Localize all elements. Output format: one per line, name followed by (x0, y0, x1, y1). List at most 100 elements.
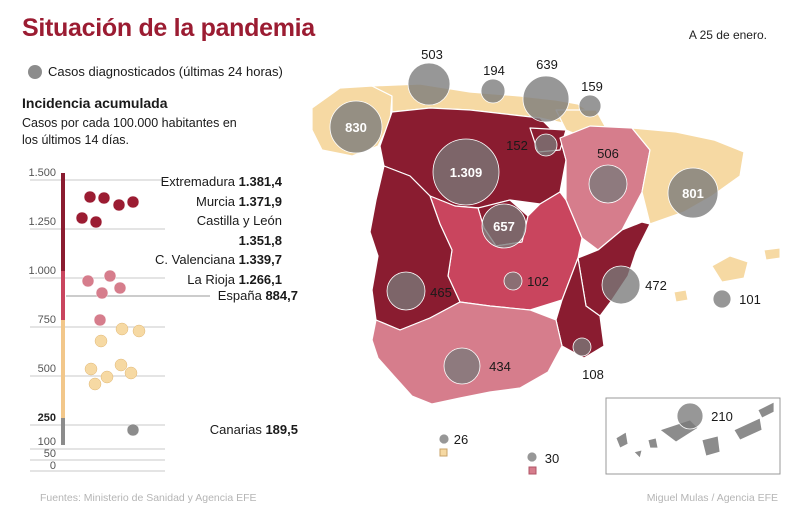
top-region-row: C. Valenciana 1.339,7 (155, 252, 282, 267)
tick-1500: 1.500 (28, 167, 56, 179)
dot-region-07 (81, 274, 95, 288)
tick-50: 50 (44, 448, 56, 460)
tick-500: 500 (38, 363, 56, 375)
bubble-label: 830 (345, 120, 367, 135)
dot-region-11 (93, 313, 107, 327)
bubble-castilla-leon (432, 138, 500, 206)
bubble-label: 801 (682, 186, 704, 201)
top-regions-list: Extremadura 1.381,4 Murcia 1.371,9 Casti… (150, 172, 282, 289)
bubble-madrid (481, 203, 527, 249)
bubble-label: 472 (645, 278, 667, 293)
dot-region-12 (94, 334, 108, 348)
spain-label: España 884,7 (217, 288, 298, 303)
bubble-label: 657 (493, 219, 515, 234)
tick-1250: 1.250 (28, 216, 56, 228)
top-region-row: Murcia 1.371,9 (195, 193, 282, 209)
incidence-subtitle: Casos por cada 100.000 habitantes en los… (22, 116, 237, 147)
scale-mid (61, 271, 65, 320)
island-la-gomera (647, 437, 659, 449)
top-region-row: La Rioja 1.266,1 (187, 271, 282, 287)
bubble-melilla (526, 451, 538, 463)
bubble-label: 506 (597, 146, 619, 161)
dot-la-rioja (75, 211, 89, 225)
tick-100: 100 (38, 436, 56, 448)
bubble-label: 503 (421, 47, 443, 62)
bubble-ceuta (438, 433, 450, 445)
bubble-legend-label: Casos diagnosticados (últimas 24 horas) (48, 64, 283, 79)
top-region-row: Extremadura 1.381,4 (160, 174, 282, 189)
bubble-pais-vasco (522, 75, 570, 123)
bubble-aragon (588, 164, 628, 204)
bubble-murcia (572, 337, 592, 357)
page-title: Situación de la pandemia (22, 14, 315, 42)
dot-region-13 (115, 322, 129, 336)
dot-region-17 (114, 358, 128, 372)
island-ibiza (673, 289, 689, 303)
canarias-label: Canarias 189,5 (209, 422, 298, 437)
dot-murcia (97, 191, 111, 205)
bubble-cataluna (667, 167, 719, 219)
bubble-baleares (712, 289, 732, 309)
scale-pale (61, 320, 65, 418)
bubble-label: 152 (506, 138, 528, 153)
dot-region-14 (132, 324, 146, 338)
dot-region-18 (124, 366, 138, 380)
bubble-extremadura (386, 271, 426, 311)
bubble-la-rioja (534, 133, 558, 157)
bubble-label: 194 (483, 63, 505, 78)
bubble-label: 102 (527, 274, 549, 289)
bubble-c-valenciana (601, 265, 641, 305)
top-region-row: Castilla y León 1.351,8 (196, 213, 282, 248)
date-label: A 25 de enero. (688, 28, 767, 42)
dot-castilla-leon (112, 198, 126, 212)
bubble-label: 434 (489, 359, 511, 374)
dot-region-08 (103, 269, 117, 283)
bubble-asturias (407, 62, 451, 106)
island-fuerteventura (733, 417, 763, 441)
bubble-navarra (578, 94, 602, 118)
bubble-canarias (676, 402, 704, 430)
island-menorca (763, 247, 781, 261)
island-mallorca (711, 255, 749, 283)
incidence-title: Incidencia acumulada (22, 95, 168, 111)
bubble-cantabria (480, 78, 506, 104)
bubble-label: 30 (545, 451, 559, 466)
melilla-marker (528, 466, 537, 475)
dot-region-16 (100, 370, 114, 384)
dot-region-19 (88, 377, 102, 391)
dot-region-06 (89, 215, 103, 229)
source-note: Fuentes: Ministerio de Sanidad y Agencia… (40, 492, 257, 504)
island-el-hierro (633, 449, 643, 459)
dot-region-15 (84, 362, 98, 376)
island-lanzarote (757, 401, 775, 419)
tick-250: 250 (38, 412, 56, 424)
island-la-palma (615, 431, 629, 449)
dot-c-valenciana (126, 195, 140, 209)
bubble-legend: Casos diagnosticados (últimas 24 horas) (28, 64, 283, 79)
bubble-label: 465 (430, 285, 452, 300)
bubble-label: 639 (536, 57, 558, 72)
ceuta-marker (439, 448, 448, 457)
bubble-andalucia (443, 347, 481, 385)
tick-750: 750 (38, 314, 56, 326)
scale-dark (61, 173, 65, 271)
bubble-legend-icon (28, 64, 42, 79)
scale-grey (61, 418, 65, 445)
dot-extremadura (83, 190, 97, 204)
tick-0: 0 (50, 460, 56, 472)
bubble-galicia (329, 100, 383, 154)
bubble-label: 108 (582, 367, 604, 382)
bubble-label: 210 (711, 409, 733, 424)
bubble-label: 159 (581, 79, 603, 94)
bubble-label: 26 (454, 432, 468, 447)
dot-region-09 (95, 286, 109, 300)
canarias-inset (605, 397, 781, 475)
dot-canarias (126, 423, 140, 437)
island-gran-canaria (701, 435, 721, 457)
bubble-label: 1.309 (450, 165, 483, 180)
bubble-label: 101 (739, 292, 761, 307)
bubble-castilla-la-mancha (503, 271, 523, 291)
tick-1000: 1.000 (28, 265, 56, 277)
dot-region-10 (113, 281, 127, 295)
